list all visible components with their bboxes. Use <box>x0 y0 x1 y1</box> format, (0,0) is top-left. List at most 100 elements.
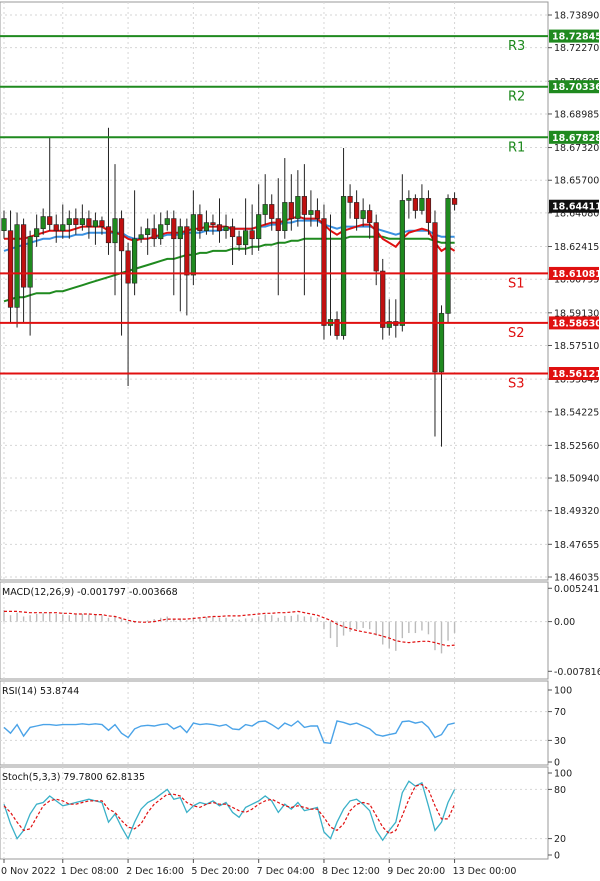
time-tick-label: 5 Dec 20:00 <box>191 866 249 877</box>
candle <box>236 230 242 251</box>
candle-body-up <box>340 196 347 336</box>
candle-body-up <box>419 198 425 211</box>
candle <box>295 170 301 227</box>
candle-body-down <box>73 218 79 225</box>
candle-body-up <box>34 228 40 238</box>
level-tag-s2: 18.58630 <box>552 318 600 329</box>
price-panel <box>0 1 549 581</box>
candle-body-up <box>60 224 66 231</box>
stoch-k-line <box>3 780 456 842</box>
candle <box>34 214 40 247</box>
candle-body-up <box>360 210 366 219</box>
candle <box>27 230 33 336</box>
candle-body-up <box>138 234 144 240</box>
level-name-s1: S1 <box>508 276 525 291</box>
candle <box>177 218 183 312</box>
candle <box>47 137 53 231</box>
stoch-d-line <box>3 783 456 835</box>
candle-body-up <box>190 214 196 276</box>
candle-body-down <box>314 210 321 219</box>
candle-body-up <box>386 321 392 328</box>
candle-body-up <box>256 214 262 240</box>
rsi-tick-label: 30 <box>554 736 566 747</box>
candle-body-up <box>27 236 33 288</box>
price-tick-label: 18.55845 <box>554 375 599 386</box>
rsi-panel <box>0 680 549 766</box>
candle-body-up <box>92 220 99 227</box>
candle <box>229 218 236 265</box>
candle-body-down <box>151 228 157 240</box>
candle <box>406 190 412 219</box>
level-name-r2: R2 <box>508 90 525 105</box>
candle <box>354 190 360 231</box>
candle-body-down <box>197 214 203 231</box>
candle <box>334 311 340 340</box>
stochastic-indicator: 100 80 20 0 <box>0 769 572 862</box>
candle <box>190 190 196 286</box>
candle <box>210 214 216 235</box>
time-tick-label: 7 Dec 04:00 <box>257 866 315 877</box>
moving-averages <box>3 215 456 303</box>
level-tag-bg <box>549 29 599 43</box>
candle <box>86 210 92 239</box>
candle <box>7 210 14 324</box>
candle <box>360 198 366 227</box>
macd-label: MACD(12,26,9) -0.001797 -0.003668 <box>2 587 178 598</box>
rsi-label: RSI(14) 53.8744 <box>2 686 79 697</box>
rsi-line <box>3 720 455 745</box>
price-tick-label: 18.57510 <box>554 341 599 352</box>
level-tag-s3: 18.56121 <box>552 369 600 380</box>
ma-blue-line <box>3 219 455 252</box>
current-price-tag: 18.64411 <box>552 202 600 213</box>
candle-body-up <box>282 202 288 231</box>
candle <box>314 198 321 227</box>
price-tick-label: 18.67320 <box>554 143 599 154</box>
candle-body-down <box>7 230 14 308</box>
price-tick-label: 18.47655 <box>554 540 599 551</box>
candle-body-down <box>347 196 353 203</box>
macd-panel <box>0 581 549 680</box>
candle-body-up <box>295 196 301 219</box>
candle-body-up <box>164 218 170 225</box>
candle <box>14 212 20 328</box>
candle <box>386 299 392 336</box>
candle-body-down <box>334 319 340 336</box>
candle <box>171 210 177 296</box>
price-tick-label: 18.73890 <box>554 11 599 22</box>
candle-body-up <box>66 218 72 225</box>
candle-body-down <box>118 218 125 252</box>
candle <box>269 194 275 231</box>
price-tick-label: 18.62415 <box>554 242 599 253</box>
candle-body-down <box>184 226 190 276</box>
candle <box>399 174 405 332</box>
level-name-s2: S2 <box>508 326 525 341</box>
candle-body-down <box>210 222 216 225</box>
ma-green-line <box>3 235 455 303</box>
time-tick-label: 2 Dec 16:00 <box>126 866 184 877</box>
candle-body-up <box>145 228 151 236</box>
candle-body-down <box>53 224 59 231</box>
candle <box>308 190 314 227</box>
candle-body-down <box>321 218 327 326</box>
ma-red-line <box>4 215 456 253</box>
candle <box>105 127 112 255</box>
level-tag-s1: 18.61081 <box>552 269 600 280</box>
candle-body-down <box>288 202 294 219</box>
time-tick-label: 9 Dec 20:00 <box>387 866 445 877</box>
time-tick-label: 1 Dec 08:00 <box>61 866 119 877</box>
rsi-tick-label: 70 <box>554 707 566 718</box>
level-tag-bg <box>549 130 599 144</box>
rsi-tick-label: 0 <box>554 758 560 769</box>
candle <box>340 147 347 340</box>
candle <box>425 190 432 235</box>
candle-body-up <box>445 198 451 314</box>
price-tick-label: 18.65700 <box>554 176 599 187</box>
rsi-indicator: 100 70 30 0 <box>0 686 572 769</box>
rsi-tick-label: 100 <box>554 686 572 697</box>
candle-body-down <box>451 198 458 205</box>
candle <box>243 198 249 255</box>
current-price-marker: 18.64411 <box>549 199 600 213</box>
candle-body-up <box>79 218 85 225</box>
pivot-levels: R3 18.72845 R2 18.70336 R1 18.67828 S1 18.61081… <box>0 29 600 392</box>
candle <box>321 204 327 340</box>
